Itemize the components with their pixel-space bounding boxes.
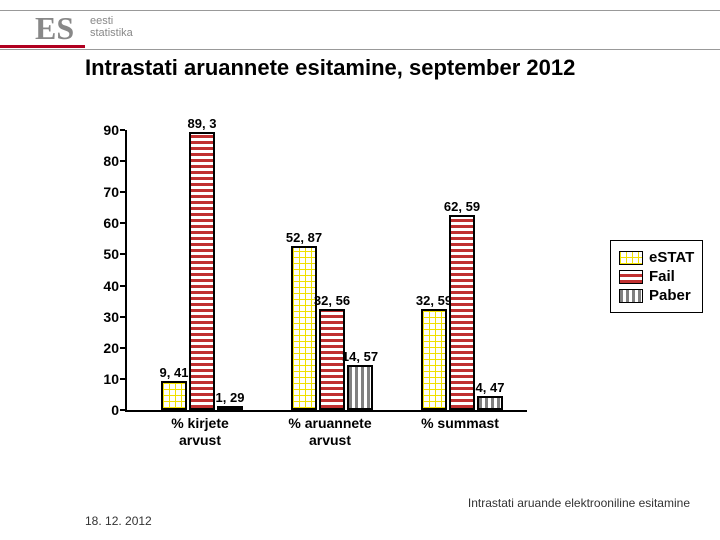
- y-tick-mark: [120, 409, 125, 411]
- y-tick-label: 80: [85, 153, 119, 169]
- brand-line1: eesti: [90, 15, 133, 27]
- bar-paber: 1, 29: [217, 406, 243, 410]
- bar-wrap: 9, 41: [161, 381, 187, 410]
- y-tick-mark: [120, 285, 125, 287]
- bar-wrap: 32, 59: [421, 309, 447, 410]
- bar-value-label: 52, 87: [286, 230, 322, 245]
- bar-fail: 62, 59: [449, 215, 475, 410]
- bar-value-label: 9, 41: [160, 365, 189, 380]
- y-tick-mark: [120, 316, 125, 318]
- y-tick-label: 50: [85, 246, 119, 262]
- legend-row: eSTAT: [619, 249, 694, 266]
- y-tick-label: 30: [85, 309, 119, 325]
- legend-row: Fail: [619, 268, 694, 285]
- chart: 9, 4189, 31, 2952, 8732, 5614, 5732, 596…: [85, 115, 605, 475]
- legend-swatch: [619, 251, 643, 265]
- x-axis-label: % summast: [400, 415, 520, 432]
- y-tick-label: 60: [85, 215, 119, 231]
- y-tick-mark: [120, 347, 125, 349]
- bar-group: 9, 4189, 31, 29: [147, 132, 257, 410]
- header-rule-bottom: [0, 49, 720, 50]
- y-tick-label: 20: [85, 340, 119, 356]
- y-tick-mark: [120, 129, 125, 131]
- y-tick-mark: [120, 222, 125, 224]
- y-tick-label: 10: [85, 371, 119, 387]
- bar-wrap: 1, 29: [217, 406, 243, 410]
- footer-date: 18. 12. 2012: [85, 514, 152, 528]
- bar-wrap: 52, 87: [291, 246, 317, 410]
- bar-value-label: 89, 3: [188, 116, 217, 131]
- y-tick-mark: [120, 191, 125, 193]
- y-tick-mark: [120, 378, 125, 380]
- legend: eSTAT Fail Paber: [610, 240, 703, 313]
- header: ES eesti statistika: [0, 0, 720, 60]
- bar-paber: 14, 57: [347, 365, 373, 410]
- y-tick-label: 40: [85, 278, 119, 294]
- brand-line2: statistika: [90, 27, 133, 39]
- bar-value-label: 32, 59: [416, 293, 452, 308]
- bar-wrap: 89, 3: [189, 132, 215, 410]
- legend-label: eSTAT: [649, 249, 694, 266]
- bar-wrap: 4, 47: [477, 396, 503, 410]
- legend-row: Paber: [619, 287, 694, 304]
- bar-value-label: 32, 56: [314, 293, 350, 308]
- bar-estat: 32, 59: [421, 309, 447, 410]
- x-axis-label: % kirjetearvust: [140, 415, 260, 449]
- bar-value-label: 1, 29: [216, 390, 245, 405]
- legend-swatch: [619, 289, 643, 303]
- bar-value-label: 62, 59: [444, 199, 480, 214]
- bar-wrap: 14, 57: [347, 365, 373, 410]
- bar-fail: 89, 3: [189, 132, 215, 410]
- legend-label: Paber: [649, 287, 691, 304]
- bar-value-label: 4, 47: [476, 380, 505, 395]
- bar-value-label: 14, 57: [342, 349, 378, 364]
- y-tick-label: 90: [85, 122, 119, 138]
- bar-group: 32, 5962, 594, 47: [407, 215, 517, 410]
- x-axis-label: % aruannetearvust: [270, 415, 390, 449]
- bar-estat: 9, 41: [161, 381, 187, 410]
- footer-subtitle: Intrastati aruande elektrooniline esitam…: [468, 496, 690, 510]
- bar-estat: 52, 87: [291, 246, 317, 410]
- bar-wrap: 62, 59: [449, 215, 475, 410]
- logo-text: eesti statistika: [90, 15, 133, 39]
- y-tick-label: 0: [85, 402, 119, 418]
- header-rule-top: [0, 10, 720, 11]
- legend-swatch: [619, 270, 643, 284]
- logo-mark: ES: [35, 10, 74, 47]
- legend-label: Fail: [649, 268, 675, 285]
- bar-paber: 4, 47: [477, 396, 503, 410]
- bar-group: 52, 8732, 56 14, 57: [277, 246, 387, 410]
- y-tick-mark: [120, 160, 125, 162]
- y-tick-label: 70: [85, 184, 119, 200]
- plot-area: 9, 4189, 31, 2952, 8732, 5614, 5732, 596…: [125, 130, 527, 412]
- page-title: Intrastati aruannete esitamine, septembe…: [85, 55, 575, 81]
- y-tick-mark: [120, 253, 125, 255]
